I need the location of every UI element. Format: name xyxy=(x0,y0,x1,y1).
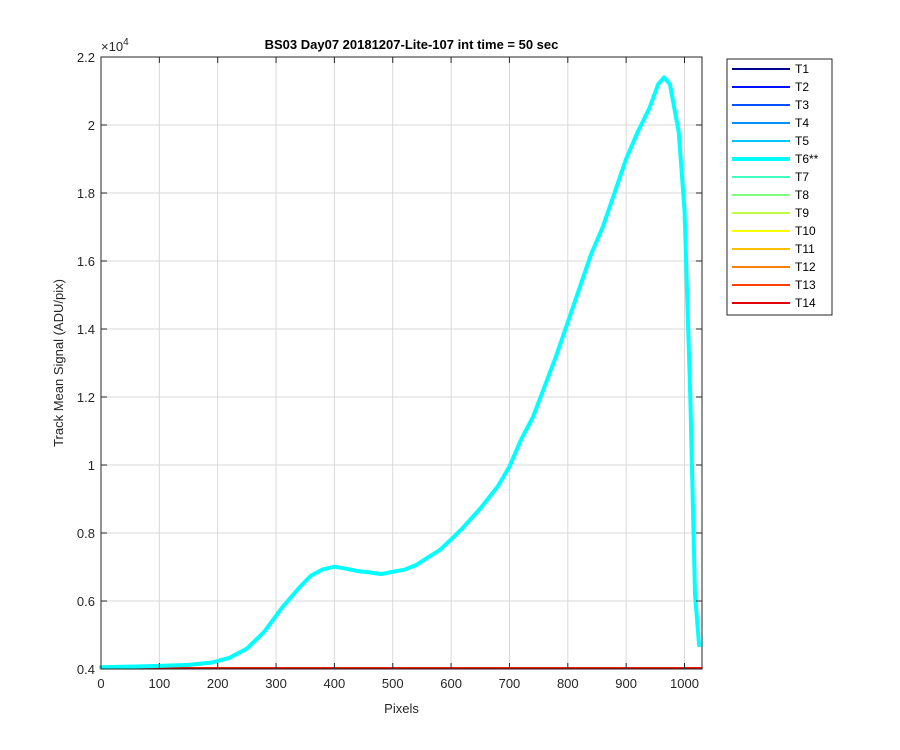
y-tick-label: 2 xyxy=(88,118,95,133)
y-axis-label: Track Mean Signal (ADU/pix) xyxy=(51,279,66,447)
legend-label: T8 xyxy=(795,188,809,202)
x-tick-label: 800 xyxy=(557,676,579,691)
legend-label: T13 xyxy=(795,278,816,292)
legend-label: T7 xyxy=(795,170,809,184)
grid xyxy=(100,56,702,670)
plot-area xyxy=(101,57,702,669)
series-line-t6 xyxy=(99,75,702,670)
legend-label: T11 xyxy=(795,242,815,256)
x-tick-label: 300 xyxy=(265,676,287,691)
legend-label: T3 xyxy=(795,98,809,112)
x-tick-label: 1000 xyxy=(670,676,699,691)
x-tick-label: 0 xyxy=(97,676,104,691)
legend-item-t2[interactable]: T2 xyxy=(732,80,809,94)
legend-item-t1[interactable]: T1 xyxy=(732,62,809,76)
chart-title: BS03 Day07 20181207-Lite-107 int time = … xyxy=(265,37,559,52)
legend-label: T6** xyxy=(795,152,819,166)
y-tick-label: 0.8 xyxy=(77,526,95,541)
legend-item-t3[interactable]: T3 xyxy=(732,98,809,112)
legend-item-t5[interactable]: T5 xyxy=(732,134,809,148)
y-tick-label: 1.4 xyxy=(77,322,95,337)
legend-label: T4 xyxy=(795,116,809,130)
legend-item-t6[interactable]: T6** xyxy=(732,152,819,166)
legend-item-t13[interactable]: T13 xyxy=(732,278,816,292)
y-tick-label: 0.4 xyxy=(77,662,95,677)
y-tick-label: 0.6 xyxy=(77,594,95,609)
series-lines xyxy=(99,75,703,670)
legend-item-t8[interactable]: T8 xyxy=(732,188,809,202)
legend-label: T12 xyxy=(795,260,816,274)
legend-box xyxy=(726,58,833,316)
x-tick-label: 600 xyxy=(440,676,462,691)
legend-label: T5 xyxy=(795,134,809,148)
axis-ticks: 0 100 200 300 400 500 600 700 800 900 1000 0.4 0.6 0.… xyxy=(77,50,702,691)
y-tick-label: 1 xyxy=(88,458,95,473)
x-tick-label: 500 xyxy=(382,676,404,691)
x-tick-label: 700 xyxy=(499,676,521,691)
y-axis-exponent: ×104 xyxy=(101,37,129,54)
legend-label: T10 xyxy=(795,224,816,238)
legend-item-t12[interactable]: T12 xyxy=(732,260,816,274)
y-exponent-power: 4 xyxy=(123,37,129,48)
y-tick-label: 2.2 xyxy=(77,50,95,65)
legend-label: T1 xyxy=(795,62,809,76)
legend-label: T2 xyxy=(795,80,809,94)
y-tick-label: 1.6 xyxy=(77,254,95,269)
y-tick-label: 1.8 xyxy=(77,186,95,201)
legend-label: T14 xyxy=(795,296,816,310)
legend-label: T9 xyxy=(795,206,809,220)
x-tick-label: 200 xyxy=(207,676,229,691)
y-tick-label: 1.2 xyxy=(77,390,95,405)
legend-item-t10[interactable]: T10 xyxy=(732,224,816,238)
legend-item-t14[interactable]: T14 xyxy=(732,296,816,310)
legend-item-t11[interactable]: T11 xyxy=(732,242,815,256)
legend-item-t4[interactable]: T4 xyxy=(732,116,809,130)
x-tick-label: 100 xyxy=(148,676,170,691)
legend-item-t9[interactable]: T9 xyxy=(732,206,809,220)
legend[interactable]: T1 T2 T3 T4 T5 T6** T7 T8 T9 T10 T11 T12 T13 T14 xyxy=(726,58,833,316)
x-axis-label: Pixels xyxy=(384,701,419,716)
x-tick-label: 900 xyxy=(615,676,637,691)
plot-frame xyxy=(100,56,703,670)
legend-item-t7[interactable]: T7 xyxy=(732,170,809,184)
y-exponent-base: ×10 xyxy=(101,39,123,54)
x-tick-label: 400 xyxy=(324,676,346,691)
